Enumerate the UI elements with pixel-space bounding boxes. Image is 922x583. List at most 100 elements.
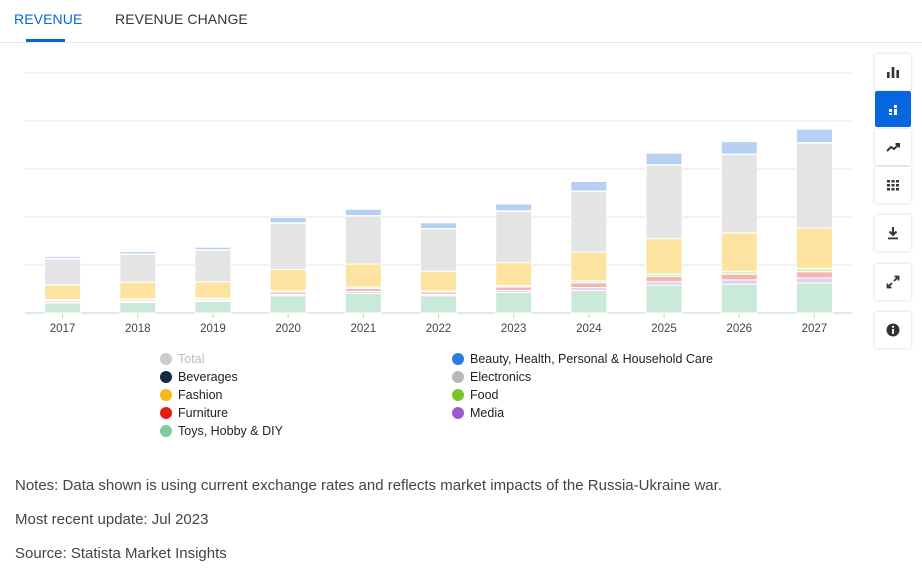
bar-segment	[344, 263, 382, 288]
bar-segment	[570, 191, 608, 253]
legend-dot	[160, 425, 172, 437]
stacked-bar-icon	[889, 105, 897, 115]
legend-item-beauty[interactable]: Beauty, Health, Personal & Household Car…	[452, 352, 713, 366]
x-tick-label: 2025	[651, 323, 677, 335]
legend-dot	[160, 371, 172, 383]
bar-segment	[570, 282, 608, 289]
legend-dot	[452, 389, 464, 401]
bar-segment	[645, 284, 683, 314]
bar-segment	[495, 210, 533, 264]
bar-segment	[269, 222, 307, 270]
fullscreen-button[interactable]	[875, 264, 911, 300]
legend-item-toys[interactable]: Toys, Hobby & DIY	[160, 424, 283, 438]
legend-dot	[160, 353, 172, 365]
bar-segment	[795, 271, 833, 279]
legend-item-beverages[interactable]: Beverages	[160, 370, 238, 384]
bar-segment	[795, 282, 833, 314]
legend-label: Beverages	[178, 370, 238, 384]
bar-chart-button[interactable]	[875, 54, 911, 90]
stacked-bar-button[interactable]	[875, 91, 911, 127]
bar-segment	[194, 249, 232, 283]
bar-segment	[720, 283, 758, 314]
bar-segment	[44, 255, 82, 259]
table-grid-icon	[887, 180, 899, 191]
legend-label: Furniture	[178, 406, 229, 420]
legend-item-food[interactable]: Food	[452, 388, 499, 402]
bar-segment	[119, 251, 157, 255]
bar-segment	[495, 203, 533, 212]
legend-dot	[452, 353, 464, 365]
info-button[interactable]	[875, 312, 911, 348]
bar-segment	[194, 246, 232, 251]
bar-segment	[570, 180, 608, 192]
x-tick-label: 2018	[125, 323, 151, 335]
x-tick-label: 2017	[50, 323, 76, 335]
bar-segment	[645, 152, 683, 166]
bar-segment	[119, 281, 157, 300]
bar-segment	[645, 164, 683, 240]
info-icon	[886, 323, 900, 337]
legend-dot	[160, 407, 172, 419]
bar-segment	[570, 289, 608, 314]
bar-segment	[720, 141, 758, 155]
bar-segment	[194, 300, 232, 314]
legend-label: Media	[470, 406, 505, 420]
download-button[interactable]	[875, 215, 911, 251]
bar-segment	[720, 273, 758, 281]
legend-dot	[160, 389, 172, 401]
bar-segment	[570, 251, 608, 282]
download-icon	[888, 227, 898, 240]
legend-label: Toys, Hobby & DIY	[178, 424, 283, 438]
bar-segment	[795, 227, 833, 269]
bar-segment	[44, 284, 82, 301]
bar-segment	[44, 258, 82, 286]
bar-segment	[420, 222, 457, 230]
active-tab-indicator	[26, 39, 65, 42]
fullscreen-icon	[886, 275, 900, 289]
bar-segment	[795, 267, 833, 273]
bar-segment	[495, 286, 533, 291]
x-tick-label: 2027	[802, 323, 828, 335]
legend-item-electronics[interactable]: Electronics	[452, 370, 531, 384]
bar-segment	[720, 232, 758, 272]
legend-label: Beauty, Health, Personal & Household Car…	[470, 352, 713, 366]
legend-dot	[452, 407, 464, 419]
bar-segment	[495, 262, 533, 287]
bar-segment	[344, 215, 382, 265]
x-tick-label: 2024	[576, 323, 602, 335]
legend-item-furniture[interactable]: Furniture	[160, 406, 228, 420]
bar-segment	[44, 302, 82, 314]
tab-revenue[interactable]: REVENUE	[14, 11, 83, 27]
tab-bar: REVENUE REVENUE CHANGE	[0, 0, 922, 43]
trend-line-button[interactable]	[875, 129, 911, 165]
bar-segment	[420, 270, 457, 292]
x-tick-label: 2022	[426, 323, 452, 335]
bar-segment	[420, 295, 457, 314]
bar-segment	[119, 301, 157, 314]
x-tick-label: 2019	[200, 323, 226, 335]
bar-segment	[795, 277, 833, 284]
table-view-button[interactable]	[875, 167, 911, 203]
bar-segment	[495, 291, 533, 314]
last-update-text: Most recent update: Jul 2023	[15, 511, 209, 528]
legend-item-media[interactable]: Media	[452, 406, 504, 420]
bar-segment	[420, 228, 457, 272]
tab-revenue-change[interactable]: REVENUE CHANGE	[115, 11, 248, 27]
bar-segment	[645, 276, 683, 283]
x-tick-label: 2023	[501, 323, 527, 335]
bar-segment	[344, 208, 382, 217]
bar-segment	[269, 295, 307, 314]
bar-segment	[645, 281, 683, 286]
source-text: Source: Statista Market Insights	[15, 545, 227, 562]
bar-segment	[795, 128, 833, 144]
bar-chart-icon	[887, 67, 899, 78]
stacked-bar-chart: 2017 2018 2019 2020 2021 2022 2023 2024 2025 2026…	[25, 72, 852, 335]
legend-item-fashion[interactable]: Fashion	[160, 388, 222, 402]
legend-label: Total	[178, 352, 205, 366]
bar-segment	[194, 281, 232, 299]
bar-segment	[645, 238, 683, 275]
legend-item-total[interactable]: Total	[160, 352, 204, 366]
trend-line-icon	[886, 143, 900, 152]
bar-segment	[119, 253, 157, 283]
x-tick-label: 2026	[726, 323, 752, 335]
